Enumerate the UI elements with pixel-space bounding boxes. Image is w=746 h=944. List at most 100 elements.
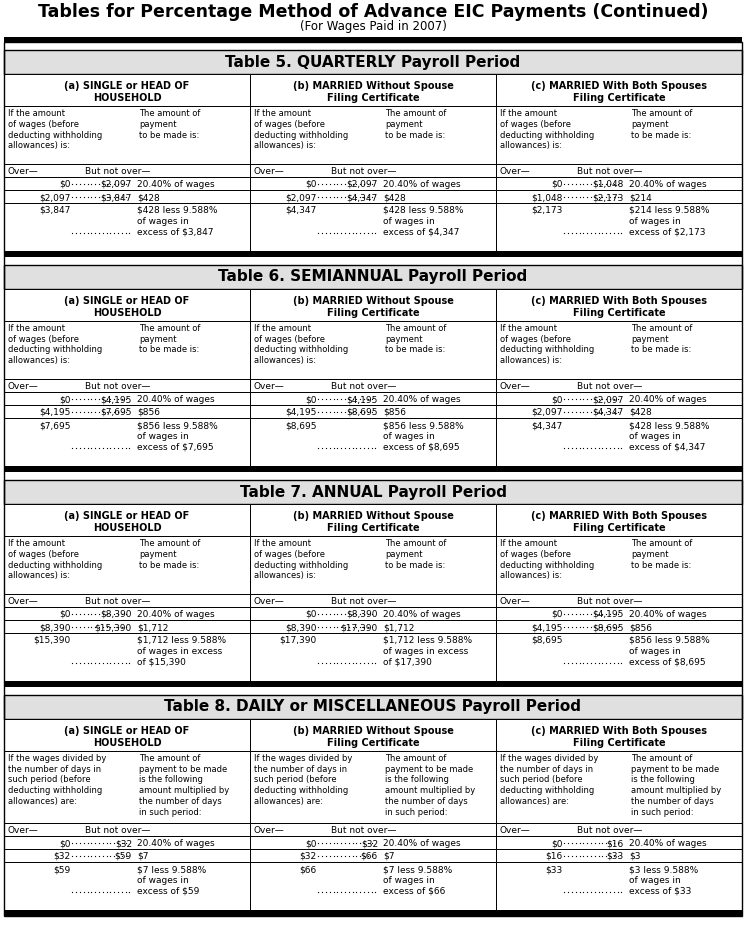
Text: But not over—: But not over— xyxy=(331,597,397,606)
Bar xyxy=(4,379,250,392)
Text: $15,390: $15,390 xyxy=(95,623,132,632)
Bar xyxy=(250,751,496,823)
Text: Tables for Percentage Method of Advance EIC Payments (Continued): Tables for Percentage Method of Advance … xyxy=(38,3,708,21)
Text: The amount of
payment to be made
is the following
amount multiplied by
the numbe: The amount of payment to be made is the … xyxy=(631,754,721,817)
Text: 20.40% of wages: 20.40% of wages xyxy=(629,839,706,848)
Text: $8,695: $8,695 xyxy=(531,636,562,645)
Text: Over—: Over— xyxy=(254,597,285,606)
Text: HOUSEHOLD: HOUSEHOLD xyxy=(93,308,161,318)
Text: If the amount
of wages (before
deducting withholding
allowances) is:: If the amount of wages (before deducting… xyxy=(8,539,102,581)
Text: 20.40% of wages: 20.40% of wages xyxy=(137,839,214,848)
Text: The amount of
payment to be made
is the following
amount multiplied by
the numbe: The amount of payment to be made is the … xyxy=(385,754,475,817)
Text: $0: $0 xyxy=(551,839,562,848)
Bar xyxy=(250,405,496,418)
Text: $0: $0 xyxy=(551,610,562,619)
Text: $8,695: $8,695 xyxy=(592,623,624,632)
Text: Over—: Over— xyxy=(254,382,285,391)
Text: 20.40% of wages: 20.40% of wages xyxy=(383,395,460,404)
Text: HOUSEHOLD: HOUSEHOLD xyxy=(93,93,161,103)
Text: The amount of
payment
to be made is:: The amount of payment to be made is: xyxy=(631,539,692,569)
Text: Over—: Over— xyxy=(500,167,530,176)
Text: But not over—: But not over— xyxy=(85,167,151,176)
Text: $1,712 less 9.588%
of wages in excess
of $15,390: $1,712 less 9.588% of wages in excess of… xyxy=(137,636,226,666)
Text: $3 less 9.588%
of wages in
excess of $33: $3 less 9.588% of wages in excess of $33 xyxy=(629,865,698,896)
Bar xyxy=(250,862,496,910)
Text: $2,097: $2,097 xyxy=(101,180,132,189)
Text: $4,347: $4,347 xyxy=(347,193,378,202)
Bar xyxy=(496,620,742,633)
Text: $2,097: $2,097 xyxy=(39,193,70,202)
Text: 20.40% of wages: 20.40% of wages xyxy=(629,180,706,189)
Text: HOUSEHOLD: HOUSEHOLD xyxy=(93,523,161,533)
Text: $0: $0 xyxy=(551,180,562,189)
Text: Filing Certificate: Filing Certificate xyxy=(573,93,665,103)
Bar xyxy=(4,37,742,42)
Text: Over—: Over— xyxy=(254,167,285,176)
Text: $3,847: $3,847 xyxy=(39,206,70,215)
Text: 20.40% of wages: 20.40% of wages xyxy=(137,610,214,619)
Bar xyxy=(496,106,742,164)
Text: The amount of
payment
to be made is:: The amount of payment to be made is: xyxy=(385,324,446,355)
Bar xyxy=(250,849,496,862)
Bar xyxy=(4,466,742,472)
Text: (c) MARRIED With Both Spouses: (c) MARRIED With Both Spouses xyxy=(531,511,707,521)
Text: 20.40% of wages: 20.40% of wages xyxy=(383,839,460,848)
Bar xyxy=(496,862,742,910)
Bar xyxy=(496,536,742,594)
Bar xyxy=(4,418,250,466)
Text: The amount of
payment
to be made is:: The amount of payment to be made is: xyxy=(139,109,200,140)
Bar xyxy=(496,203,742,251)
Bar xyxy=(250,321,496,379)
Text: $4,347: $4,347 xyxy=(285,206,316,215)
Text: $214: $214 xyxy=(629,193,651,202)
Text: Over—: Over— xyxy=(8,382,39,391)
Bar xyxy=(250,633,496,681)
Text: $428: $428 xyxy=(137,193,160,202)
Text: $0: $0 xyxy=(59,610,70,619)
Text: $0: $0 xyxy=(59,839,70,848)
Text: $214 less 9.588%
of wages in
excess of $2,173: $214 less 9.588% of wages in excess of $… xyxy=(629,206,709,237)
Bar xyxy=(4,751,250,823)
Text: If the wages divided by
the number of days in
such period (before
deducting with: If the wages divided by the number of da… xyxy=(500,754,598,806)
Bar xyxy=(496,849,742,862)
Bar xyxy=(4,836,250,849)
Text: (c) MARRIED With Both Spouses: (c) MARRIED With Both Spouses xyxy=(531,296,707,306)
Bar xyxy=(250,164,496,177)
Text: The amount of
payment
to be made is:: The amount of payment to be made is: xyxy=(139,324,200,355)
Bar xyxy=(4,321,250,379)
Text: $7: $7 xyxy=(137,852,148,861)
Text: Over—: Over— xyxy=(500,382,530,391)
Text: $7,695: $7,695 xyxy=(39,421,70,430)
Text: $2,097: $2,097 xyxy=(531,408,562,417)
Text: $856: $856 xyxy=(629,623,652,632)
Text: Table 6. SEMIANNUAL Payroll Period: Table 6. SEMIANNUAL Payroll Period xyxy=(219,269,527,284)
Text: $856 less 9.588%
of wages in
excess of $8,695: $856 less 9.588% of wages in excess of $… xyxy=(629,636,709,666)
Text: $428: $428 xyxy=(383,193,406,202)
Text: $7 less 9.588%
of wages in
excess of $59: $7 less 9.588% of wages in excess of $59 xyxy=(137,865,206,896)
Text: But not over—: But not over— xyxy=(331,826,397,835)
Text: (c) MARRIED With Both Spouses: (c) MARRIED With Both Spouses xyxy=(531,81,707,91)
Text: Table 7. ANNUAL Payroll Period: Table 7. ANNUAL Payroll Period xyxy=(239,484,507,499)
Bar xyxy=(496,504,742,536)
Bar xyxy=(250,74,496,106)
Bar xyxy=(250,418,496,466)
Text: HOUSEHOLD: HOUSEHOLD xyxy=(93,738,161,748)
Text: $7 less 9.588%
of wages in
excess of $66: $7 less 9.588% of wages in excess of $66 xyxy=(383,865,452,896)
Text: 20.40% of wages: 20.40% of wages xyxy=(383,610,460,619)
Bar xyxy=(4,50,742,74)
Text: $428: $428 xyxy=(629,408,651,417)
Text: Filing Certificate: Filing Certificate xyxy=(327,93,419,103)
Text: The amount of
payment to be made
is the following
amount multiplied by
the numbe: The amount of payment to be made is the … xyxy=(139,754,229,817)
Text: $2,097: $2,097 xyxy=(285,193,316,202)
Bar xyxy=(4,164,250,177)
Text: $856 less 9.588%
of wages in
excess of $8,695: $856 less 9.588% of wages in excess of $… xyxy=(383,421,463,451)
Text: $17,390: $17,390 xyxy=(279,636,316,645)
Text: Over—: Over— xyxy=(8,167,39,176)
Bar xyxy=(4,536,250,594)
Text: Filing Certificate: Filing Certificate xyxy=(327,308,419,318)
Text: But not over—: But not over— xyxy=(85,382,151,391)
Bar xyxy=(496,751,742,823)
Bar xyxy=(4,106,250,164)
Bar xyxy=(496,289,742,321)
Text: $4,195: $4,195 xyxy=(285,408,316,417)
